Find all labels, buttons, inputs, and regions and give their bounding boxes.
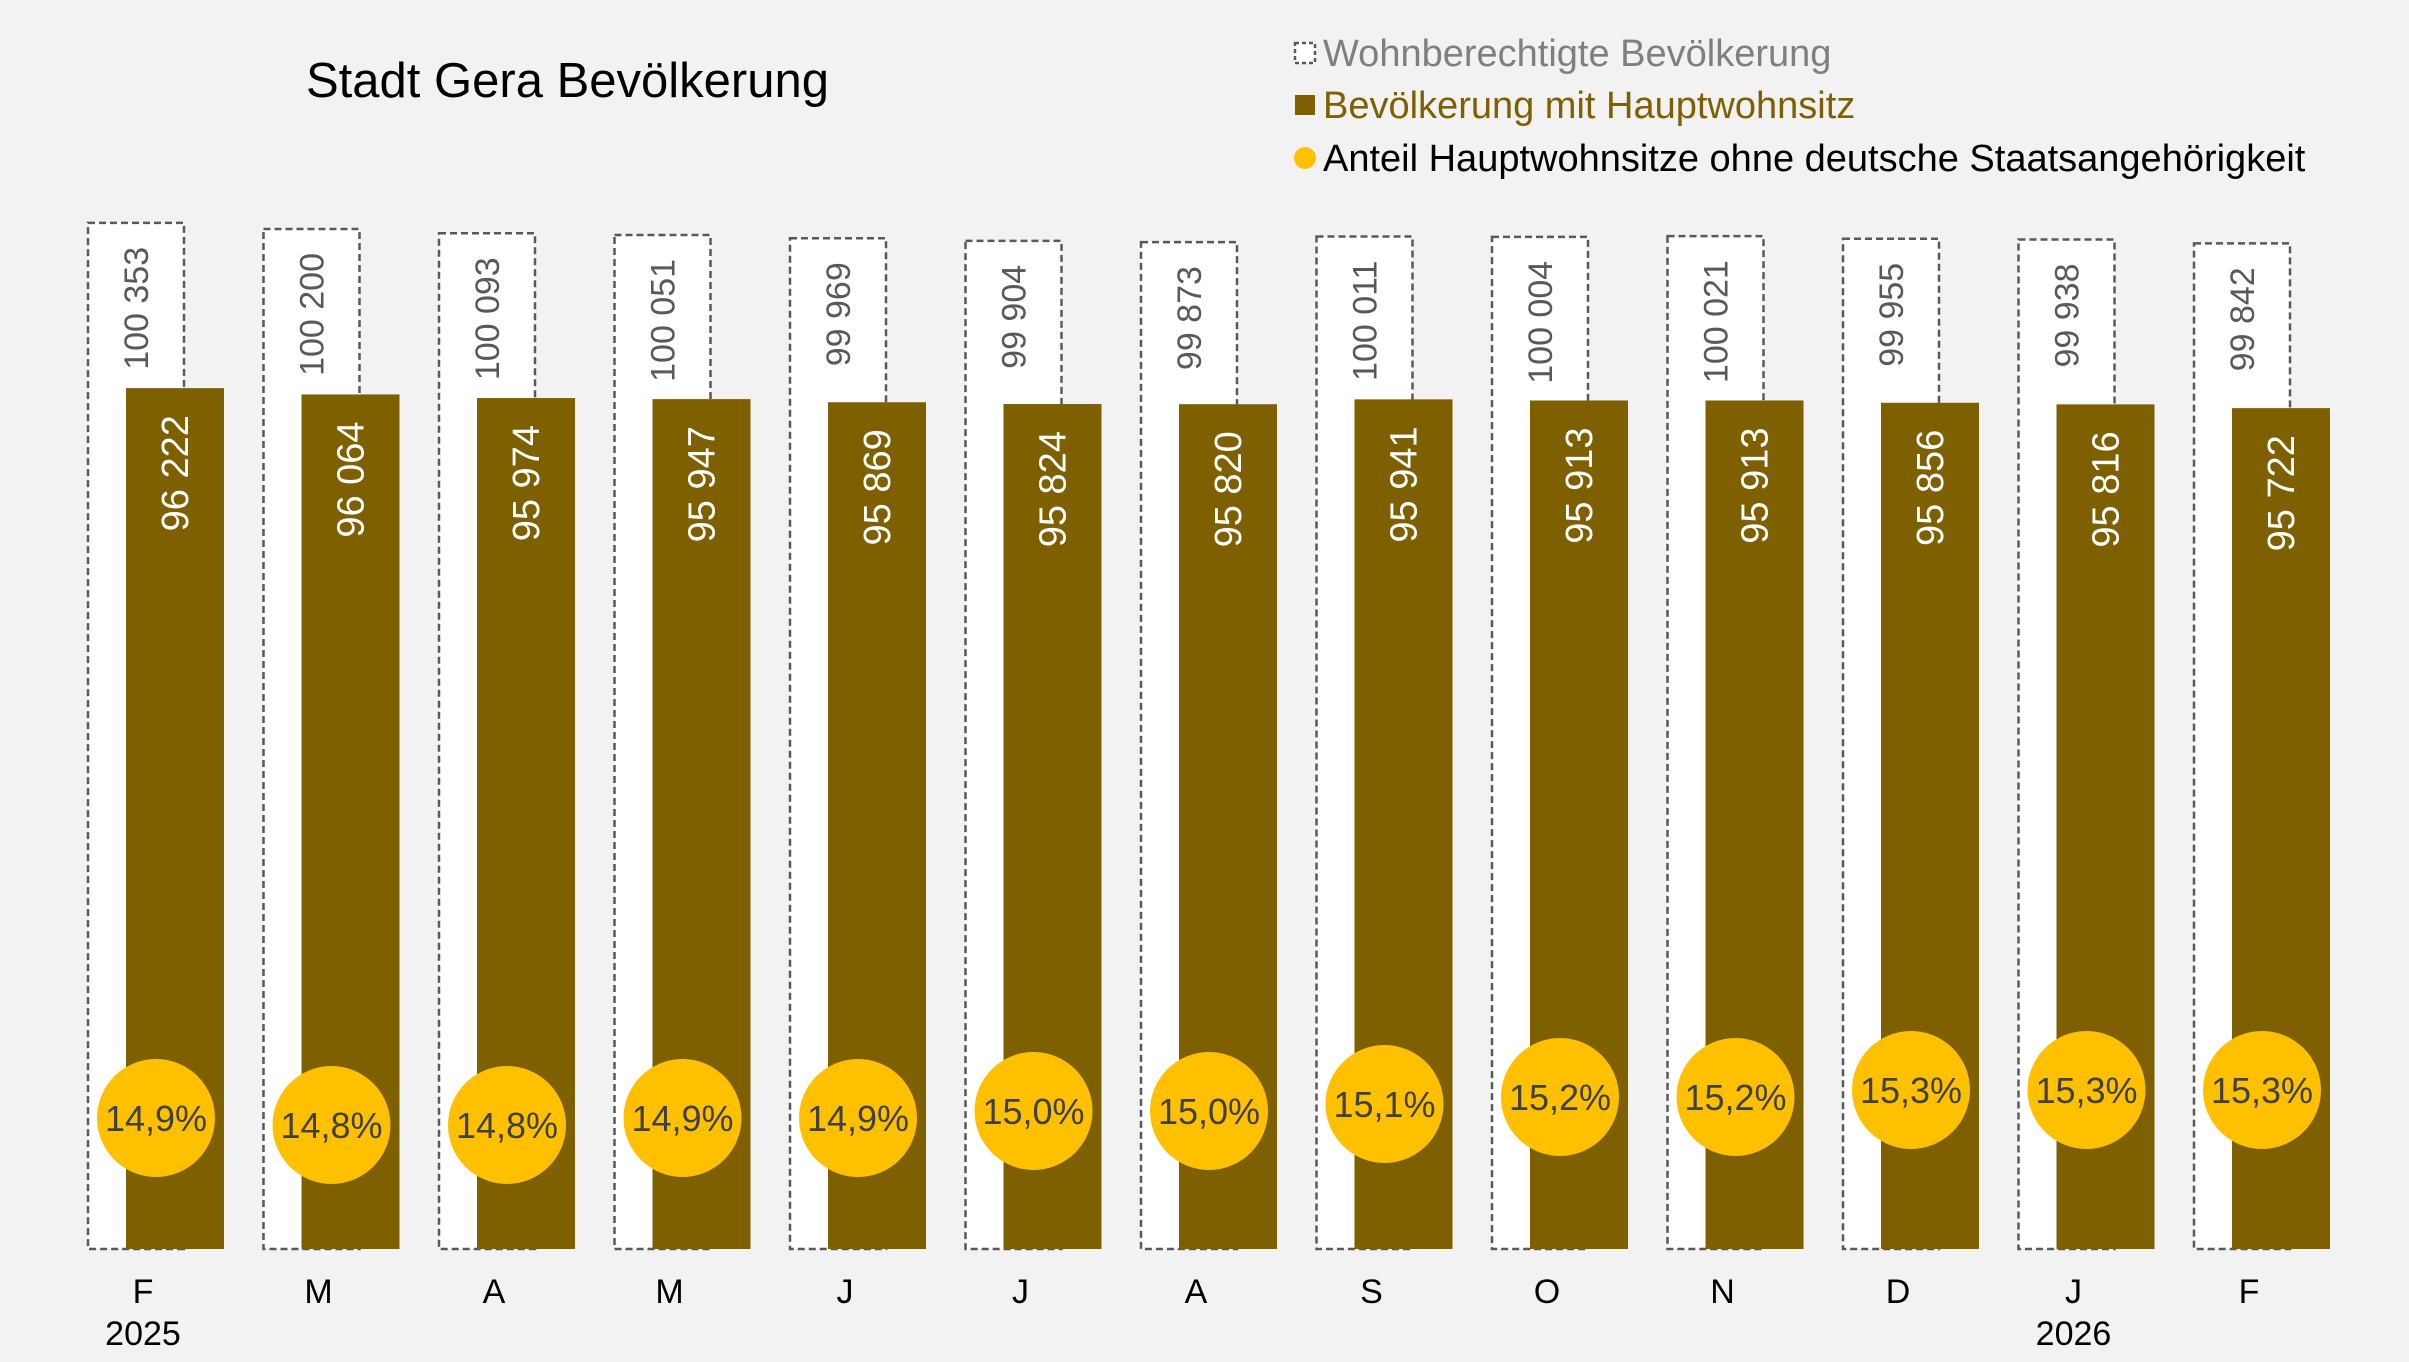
data-label-anteil: 14,9% <box>105 1098 207 1139</box>
point-anteil <box>2027 1031 2146 1149</box>
data-label-wohnberechtigte: 100 093 <box>469 257 507 380</box>
point-anteil <box>448 1066 566 1184</box>
point-anteil <box>799 1059 917 1177</box>
data-label-wohnberechtigte: 100 051 <box>645 259 683 382</box>
legend: Wohnberechtigte Bevölkerung Bevölkerung … <box>1293 33 2306 180</box>
data-label-anteil: 14,9% <box>631 1098 733 1139</box>
x-tick-label: D <box>1886 1273 1911 1311</box>
data-label-hauptwohnsitz: 95 941 <box>1384 426 1426 542</box>
point-anteil <box>2203 1031 2321 1149</box>
legend-label: Bevölkerung mit Hauptwohnsitz <box>1323 85 1855 127</box>
data-label-hauptwohnsitz: 95 824 <box>1033 431 1075 547</box>
data-label-anteil: 14,9% <box>807 1098 909 1139</box>
data-label-wohnberechtigte: 100 011 <box>1347 261 1385 381</box>
plot-area: 100 353 96 222 14,9% F 2025 100 200 96 064 14,8… <box>86 221 2330 1353</box>
point-anteil <box>97 1059 215 1177</box>
data-label-anteil: 15,0% <box>982 1091 1084 1132</box>
data-label-wohnberechtigte: 100 353 <box>118 247 156 370</box>
legend-brown-square-icon <box>1295 95 1315 115</box>
data-label-wohnberechtigte: 99 938 <box>2049 263 2087 367</box>
data-label-hauptwohnsitz: 95 913 <box>1559 427 1601 543</box>
x-tick-label: S <box>1360 1273 1383 1311</box>
data-label-hauptwohnsitz: 96 064 <box>331 421 373 537</box>
data-label-wohnberechtigte: 100 021 <box>1698 260 1736 383</box>
legend-item-hauptwohnsitz[interactable]: Bevölkerung mit Hauptwohnsitz <box>1295 85 1855 127</box>
point-anteil <box>1325 1045 1444 1163</box>
legend-item-anteil[interactable]: Anteil Hauptwohnsitze ohne deutsche Staa… <box>1294 138 2306 180</box>
point-anteil <box>1852 1031 1970 1149</box>
data-label-hauptwohnsitz: 95 820 <box>1208 431 1250 547</box>
x-tick-label: F <box>133 1273 154 1311</box>
x-tick-label: A <box>1185 1273 1208 1311</box>
point-anteil <box>623 1059 742 1177</box>
x-tick-label: A <box>483 1273 506 1311</box>
data-label-anteil: 15,3% <box>2211 1070 2313 1111</box>
x-tick-label: O <box>1534 1273 1560 1311</box>
data-label-hauptwohnsitz: 95 722 <box>2261 435 2303 551</box>
data-label-hauptwohnsitz: 95 869 <box>857 429 899 545</box>
x-tick-label: F <box>2239 1273 2260 1311</box>
data-label-anteil: 14,8% <box>280 1105 382 1146</box>
data-label-anteil: 15,1% <box>1333 1084 1435 1125</box>
x-tick-label: J <box>2065 1273 2082 1311</box>
data-label-hauptwohnsitz: 95 974 <box>506 425 548 541</box>
data-label-anteil: 15,3% <box>1860 1070 1962 1111</box>
point-anteil <box>974 1052 1093 1170</box>
data-label-hauptwohnsitz: 95 913 <box>1735 427 1777 543</box>
data-label-wohnberechtigte: 100 200 <box>294 253 332 376</box>
data-label-wohnberechtigte: 99 842 <box>2224 267 2262 371</box>
data-label-anteil: 15,0% <box>1158 1091 1260 1132</box>
point-anteil <box>1676 1038 1795 1156</box>
point-anteil <box>1501 1038 1619 1156</box>
data-label-hauptwohnsitz: 95 816 <box>2086 431 2128 547</box>
data-label-wohnberechtigte: 99 904 <box>996 265 1034 369</box>
data-label-wohnberechtigte: 100 004 <box>1522 261 1560 384</box>
data-label-anteil: 14,8% <box>456 1105 558 1146</box>
data-label-wohnberechtigte: 99 873 <box>1171 266 1209 370</box>
x-tick-label: M <box>655 1273 683 1311</box>
x-tick-label: N <box>1710 1273 1735 1311</box>
x-tick-label: M <box>304 1273 332 1311</box>
x-tick-label: J <box>837 1273 854 1311</box>
legend-dashed-square-icon <box>1293 41 1317 65</box>
data-label-wohnberechtigte: 99 969 <box>820 262 858 366</box>
x-year-label: 2025 <box>105 1315 181 1353</box>
data-label-hauptwohnsitz: 95 856 <box>1910 430 1952 546</box>
legend-label: Wohnberechtigte Bevölkerung <box>1323 33 1831 75</box>
x-year-label: 2026 <box>2036 1315 2112 1353</box>
data-label-hauptwohnsitz: 96 222 <box>155 415 197 531</box>
legend-yellow-circle-icon <box>1294 147 1316 169</box>
point-anteil <box>1150 1052 1268 1170</box>
data-label-hauptwohnsitz: 95 947 <box>682 426 724 542</box>
data-label-anteil: 15,2% <box>1684 1077 1786 1118</box>
x-tick-label: J <box>1012 1273 1029 1311</box>
data-label-wohnberechtigte: 99 955 <box>1873 263 1911 367</box>
legend-item-wohnberechtigte[interactable]: Wohnberechtigte Bevölkerung <box>1293 33 1831 75</box>
chart-title: Stadt Gera Bevölkerung <box>306 54 829 108</box>
point-anteil <box>272 1066 391 1184</box>
legend-label: Anteil Hauptwohnsitze ohne deutsche Staa… <box>1323 138 2306 180</box>
data-label-anteil: 15,3% <box>2035 1070 2137 1111</box>
data-label-anteil: 15,2% <box>1509 1077 1611 1118</box>
